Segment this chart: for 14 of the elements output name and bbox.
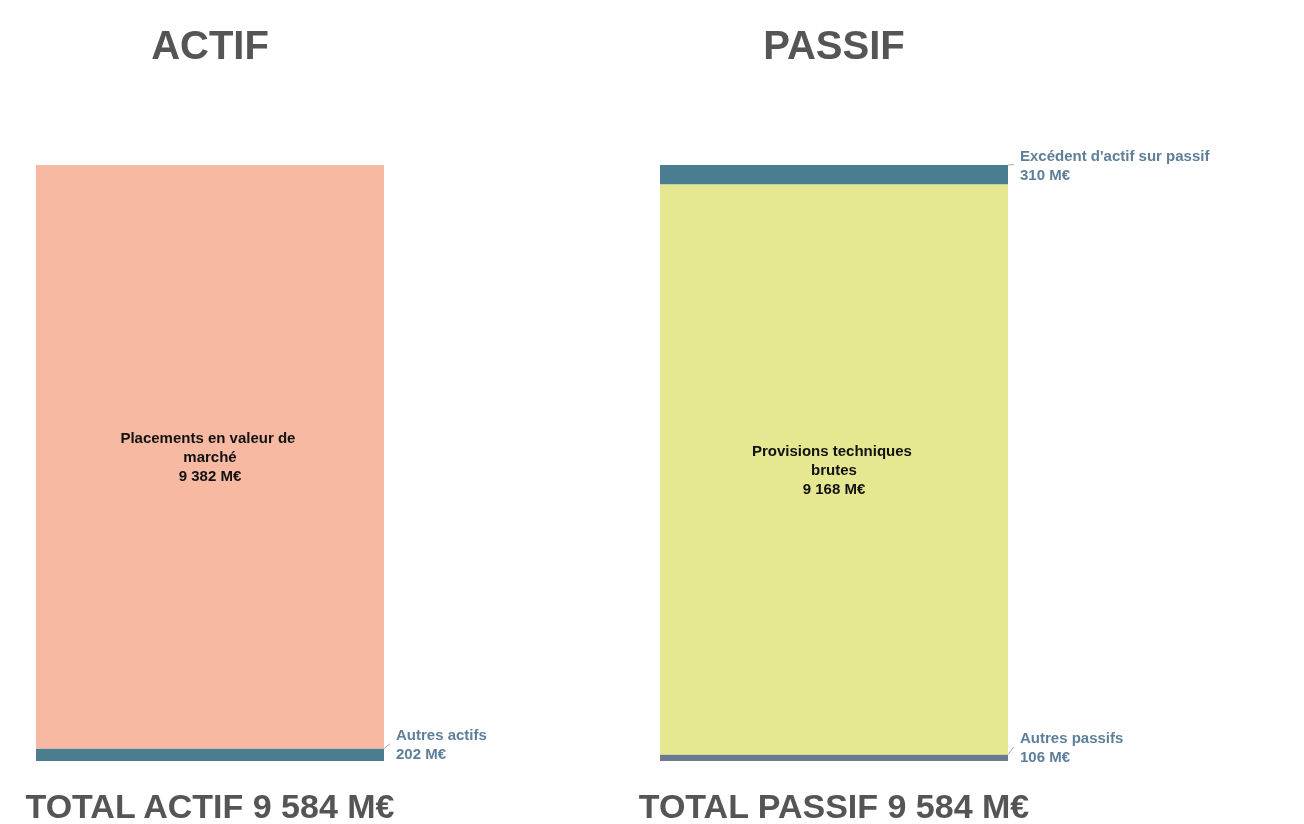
data-label: 310 M€ [1020, 165, 1071, 183]
total-label: TOTAL ACTIF 9 584 M€ [25, 787, 395, 824]
series-label: Autres actifs [396, 725, 487, 743]
series-label: Excédent d'actif sur passif [1020, 146, 1211, 164]
series-label: Placements en valeur de marché [120, 429, 300, 466]
x-tick-label: PASSIF [763, 23, 905, 67]
series-label: Provisions techniques brutes [751, 441, 917, 478]
data-label: 202 M€ [396, 744, 447, 762]
data-label: 9 168 M€ [802, 479, 866, 497]
total-label: TOTAL PASSIF 9 584 M€ [638, 787, 1030, 824]
x-tick-label: ACTIF [151, 23, 269, 67]
series-label: Autres passifs [1020, 728, 1124, 746]
data-label: 106 M€ [1020, 747, 1071, 765]
data-label: 9 382 M€ [178, 467, 242, 485]
